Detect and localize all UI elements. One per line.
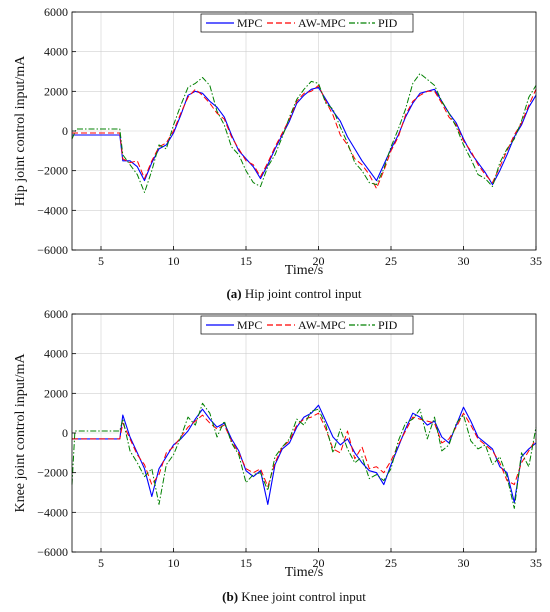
knee-legend-label: AW-MPC — [298, 318, 346, 332]
knee-x-axis-label: Time/s — [285, 565, 323, 580]
knee-x-tick-label: 30 — [458, 556, 470, 570]
knee-grid — [72, 313, 537, 553]
hip-caption-text: Hip joint control input — [242, 286, 362, 301]
knee-series-pid — [71, 402, 537, 509]
hip-series-pid — [71, 73, 537, 193]
hip-legend-box — [200, 13, 414, 33]
knee-y-tick-label: −2000 — [37, 466, 68, 480]
hip-y-tick-label: −2000 — [37, 164, 68, 178]
knee-y-axis-label: Knee joint control input/mA — [13, 353, 28, 513]
knee-x-tick-label: 25 — [385, 556, 397, 570]
hip-y-tick-label: 2000 — [44, 84, 68, 98]
hip-y-tick-label: 6000 — [44, 5, 68, 19]
knee-legend-box — [200, 315, 414, 335]
hip-x-tick-label: 35 — [530, 254, 542, 268]
hip-caption: (a) Hip joint control input — [226, 286, 361, 301]
hip-y-axis-label: Hip joint control input/mA — [13, 55, 28, 206]
hip-x-tick-label: 10 — [168, 254, 180, 268]
hip-legend-label: MPC — [237, 16, 262, 30]
hip-ticks: 5 10 15 20 25 30 35 −6000 −4000 −2000 0 2000 4000 600… — [37, 5, 542, 268]
knee-series-mpc — [72, 404, 537, 505]
hip-x-tick-label: 25 — [385, 254, 397, 268]
knee-x-tick-label: 10 — [168, 556, 180, 570]
knee-x-tick-label: 35 — [530, 556, 542, 570]
knee-series-aw-mpc — [72, 412, 537, 488]
hip-x-tick-label: 20 — [313, 254, 325, 268]
knee-y-tick-label: 6000 — [44, 307, 68, 321]
knee-x-tick-label: 20 — [313, 556, 325, 570]
hip-series-mpc — [72, 86, 537, 186]
hip-legend: MPC AW-MPC PID — [200, 13, 414, 33]
hip-y-tick-label: −4000 — [37, 203, 68, 217]
knee-y-tick-label: −4000 — [37, 505, 68, 519]
hip-x-tick-label: 30 — [458, 254, 470, 268]
hip-chart-panel: 5 10 15 20 25 30 35 −6000 −4000 −2000 0 2000 4000 600… — [13, 5, 542, 301]
hip-series-layer — [71, 73, 537, 193]
knee-series-layer — [71, 402, 537, 509]
hip-legend-label: AW-MPC — [298, 16, 346, 30]
knee-y-tick-label: −6000 — [37, 545, 68, 559]
knee-legend: MPC AW-MPC PID — [200, 315, 414, 335]
knee-y-tick-label: 4000 — [44, 347, 68, 361]
knee-caption-text: Knee joint control input — [238, 589, 366, 604]
knee-chart-panel: 5 10 15 20 25 30 35 −6000 −4000 −2000 0 2000 4000 600… — [13, 307, 542, 604]
knee-legend-label: MPC — [237, 318, 262, 332]
hip-caption-letter: (a) — [226, 286, 241, 301]
knee-y-tick-label: 0 — [62, 426, 68, 440]
knee-legend-label: PID — [378, 318, 398, 332]
hip-grid — [72, 11, 537, 251]
knee-x-tick-label: 5 — [98, 556, 104, 570]
knee-x-tick-label: 15 — [240, 556, 252, 570]
hip-y-tick-label: −6000 — [37, 243, 68, 257]
knee-caption: (b) Knee joint control input — [222, 589, 366, 604]
hip-legend-label: PID — [378, 16, 398, 30]
hip-x-axis-label: Time/s — [285, 263, 323, 278]
knee-caption-letter: (b) — [222, 589, 238, 604]
hip-x-tick-label: 15 — [240, 254, 252, 268]
knee-ticks: 5 10 15 20 25 30 35 −6000 −4000 −2000 0 2000 4000 600… — [37, 307, 542, 570]
hip-y-tick-label: 4000 — [44, 45, 68, 59]
hip-x-tick-label: 5 — [98, 254, 104, 268]
hip-series-aw-mpc — [72, 84, 537, 189]
knee-y-tick-label: 2000 — [44, 386, 68, 400]
hip-y-tick-label: 0 — [62, 124, 68, 138]
